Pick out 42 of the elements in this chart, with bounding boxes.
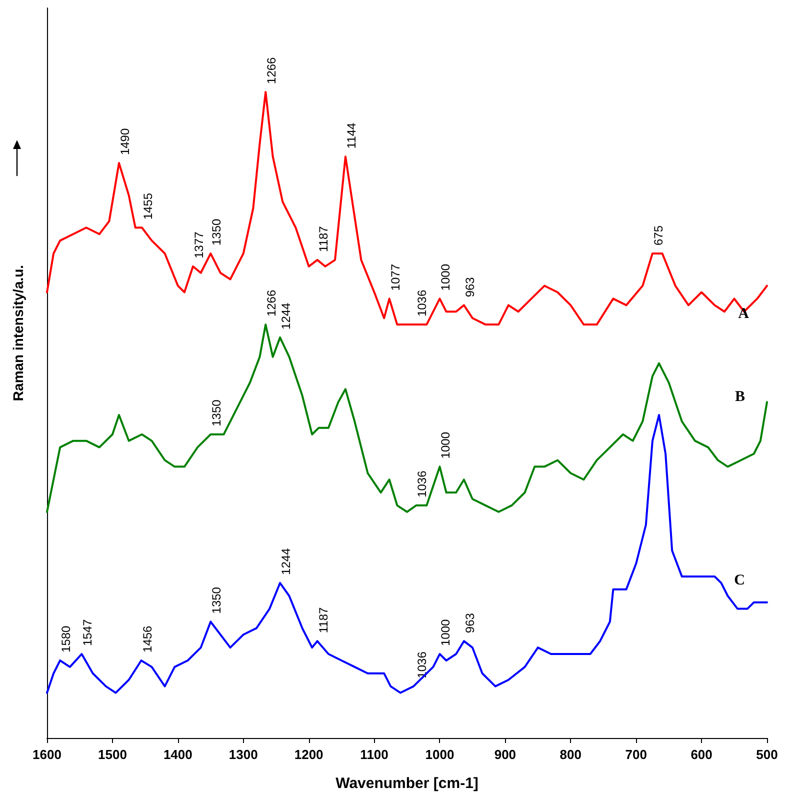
annotation: 1350 <box>210 399 224 426</box>
annotation: 1580 <box>59 625 74 652</box>
x-tick-label: 800 <box>560 747 582 762</box>
annotation: 1456 <box>140 625 154 652</box>
annotation: 1077 <box>388 264 402 291</box>
annotation: 1266 <box>264 290 279 317</box>
annotation: 1000 <box>438 264 453 291</box>
x-axis-title: Wavenumber [cm-1] <box>336 775 478 792</box>
annotation: 1187 <box>316 606 330 634</box>
x-tick-label: 1100 <box>360 747 388 762</box>
x-tick-label: 700 <box>625 747 647 762</box>
annotation: 1244 <box>279 302 294 330</box>
annotation: 1036 <box>415 470 430 498</box>
annotation: 1144 <box>344 122 358 149</box>
annotation: 1350 <box>210 218 224 246</box>
x-tick-label: 1400 <box>163 747 192 762</box>
annotation: 1350 <box>210 586 224 614</box>
x-tick-label: 1200 <box>294 747 324 762</box>
annotation: 1244 <box>279 548 294 575</box>
series-label: A <box>738 306 750 322</box>
x-tick-label: 1600 <box>32 747 62 762</box>
annotation: 1266 <box>264 56 279 84</box>
x-tick-label: 1500 <box>98 747 127 762</box>
x-tick-label: 1000 <box>425 747 454 762</box>
annotation: 1036 <box>415 290 430 317</box>
x-tick-label: 500 <box>756 747 778 762</box>
annotation: 1547 <box>80 618 95 646</box>
annotation: 963 <box>462 276 477 298</box>
annotation: 1490 <box>118 128 132 156</box>
y-axis-title: Raman intensity/a.u. <box>10 264 26 402</box>
x-tick-label: 600 <box>690 747 712 762</box>
annotation: 1377 <box>192 231 206 258</box>
x-tick-label: 900 <box>494 747 516 762</box>
series-label: B <box>734 389 745 406</box>
annotation: 1000 <box>438 618 453 646</box>
annotation: 675 <box>651 225 666 246</box>
x-tick-label: 1300 <box>228 747 258 762</box>
series-label: C <box>734 572 745 588</box>
annotation: 1455 <box>140 192 155 220</box>
annotation: 1000 <box>438 432 453 459</box>
annotation: 963 <box>462 612 477 634</box>
annotation: 1187 <box>316 226 330 252</box>
